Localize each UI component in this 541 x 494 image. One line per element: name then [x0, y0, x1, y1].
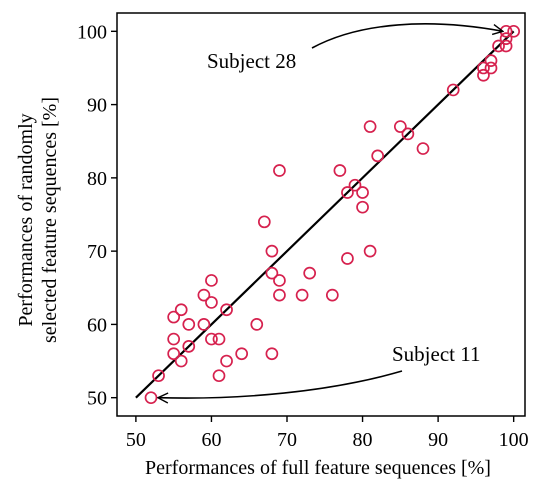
data-point: [205, 274, 218, 287]
data-point: [484, 61, 498, 75]
data-point: [499, 32, 513, 45]
y-tick-label: 100: [77, 21, 107, 43]
data-point: [499, 39, 513, 53]
y-tick-label: 80: [87, 168, 107, 190]
data-point: [220, 303, 233, 317]
axis-ticks: 50 60 70 80 90 100 50 60 70 80 90 100: [77, 21, 529, 451]
x-tick-label: 90: [428, 429, 448, 451]
data-point: [167, 332, 181, 346]
data-point: [205, 296, 218, 309]
data-point: [295, 288, 309, 302]
data-point: [356, 200, 369, 214]
y-tick-label: 70: [87, 241, 107, 263]
y-tick-label: 60: [87, 314, 107, 336]
y-axis-label: Performances of randomly selected featur…: [15, 97, 61, 343]
data-point: [333, 164, 347, 177]
subject-11-label: Subject 11: [392, 342, 480, 366]
plot-frame: [116, 12, 526, 417]
data-point: [174, 354, 188, 368]
data-point: [182, 340, 196, 353]
data-point: [265, 266, 279, 280]
data-point: [257, 215, 271, 229]
data-point: [446, 83, 460, 97]
data-point: [212, 332, 226, 346]
data-point: [273, 288, 286, 302]
data-point: [167, 347, 181, 361]
data-point: [235, 347, 249, 361]
data-point: [182, 318, 196, 331]
data-point: [303, 266, 317, 280]
data-point: [325, 288, 339, 302]
x-tick-label: 100: [499, 429, 529, 451]
data-point: [144, 391, 158, 405]
data-point: [393, 120, 407, 133]
data-point: [371, 149, 385, 163]
data-point: [492, 39, 505, 53]
data-point: [152, 369, 165, 383]
x-tick-label: 70: [277, 429, 297, 451]
data-point: [212, 369, 226, 383]
data-point: [197, 288, 211, 302]
data-point: [484, 54, 498, 67]
x-tick-label: 50: [126, 429, 146, 451]
x-axis-label: Performances of full feature sequences […: [145, 457, 491, 479]
data-point: [477, 61, 490, 75]
data-point: [401, 127, 415, 141]
y-axis-label-line-1: Performances of randomly: [15, 113, 37, 326]
subject-28-arrow: [311, 23, 503, 49]
x-tick-label: 60: [201, 429, 221, 451]
y-axis-label-line-2: selected feature sequences [%]: [39, 97, 61, 343]
data-point: [220, 354, 233, 368]
fit-line: [135, 30, 515, 399]
x-tick-label: 80: [353, 429, 373, 451]
data-point: [341, 252, 354, 265]
data-point: [363, 120, 377, 133]
data-point: [197, 318, 211, 331]
data-points: [144, 24, 521, 405]
data-point: [416, 142, 430, 155]
subject-28-label: Subject 28: [207, 49, 296, 73]
data-point: [265, 347, 279, 361]
data-point: [356, 186, 369, 199]
data-point: [348, 178, 362, 192]
data-point: [265, 244, 279, 258]
subject-11-arrow: [158, 370, 403, 398]
y-tick-label: 90: [87, 95, 107, 117]
data-point: [273, 274, 286, 287]
data-point: [507, 24, 521, 38]
data-point: [250, 318, 264, 331]
data-point: [341, 186, 354, 199]
data-point: [205, 332, 218, 346]
data-point: [477, 68, 490, 82]
data-point: [363, 244, 377, 258]
y-tick-label: 50: [87, 388, 107, 410]
data-point: [174, 303, 188, 317]
data-point: [273, 164, 286, 177]
data-point: [167, 310, 181, 324]
